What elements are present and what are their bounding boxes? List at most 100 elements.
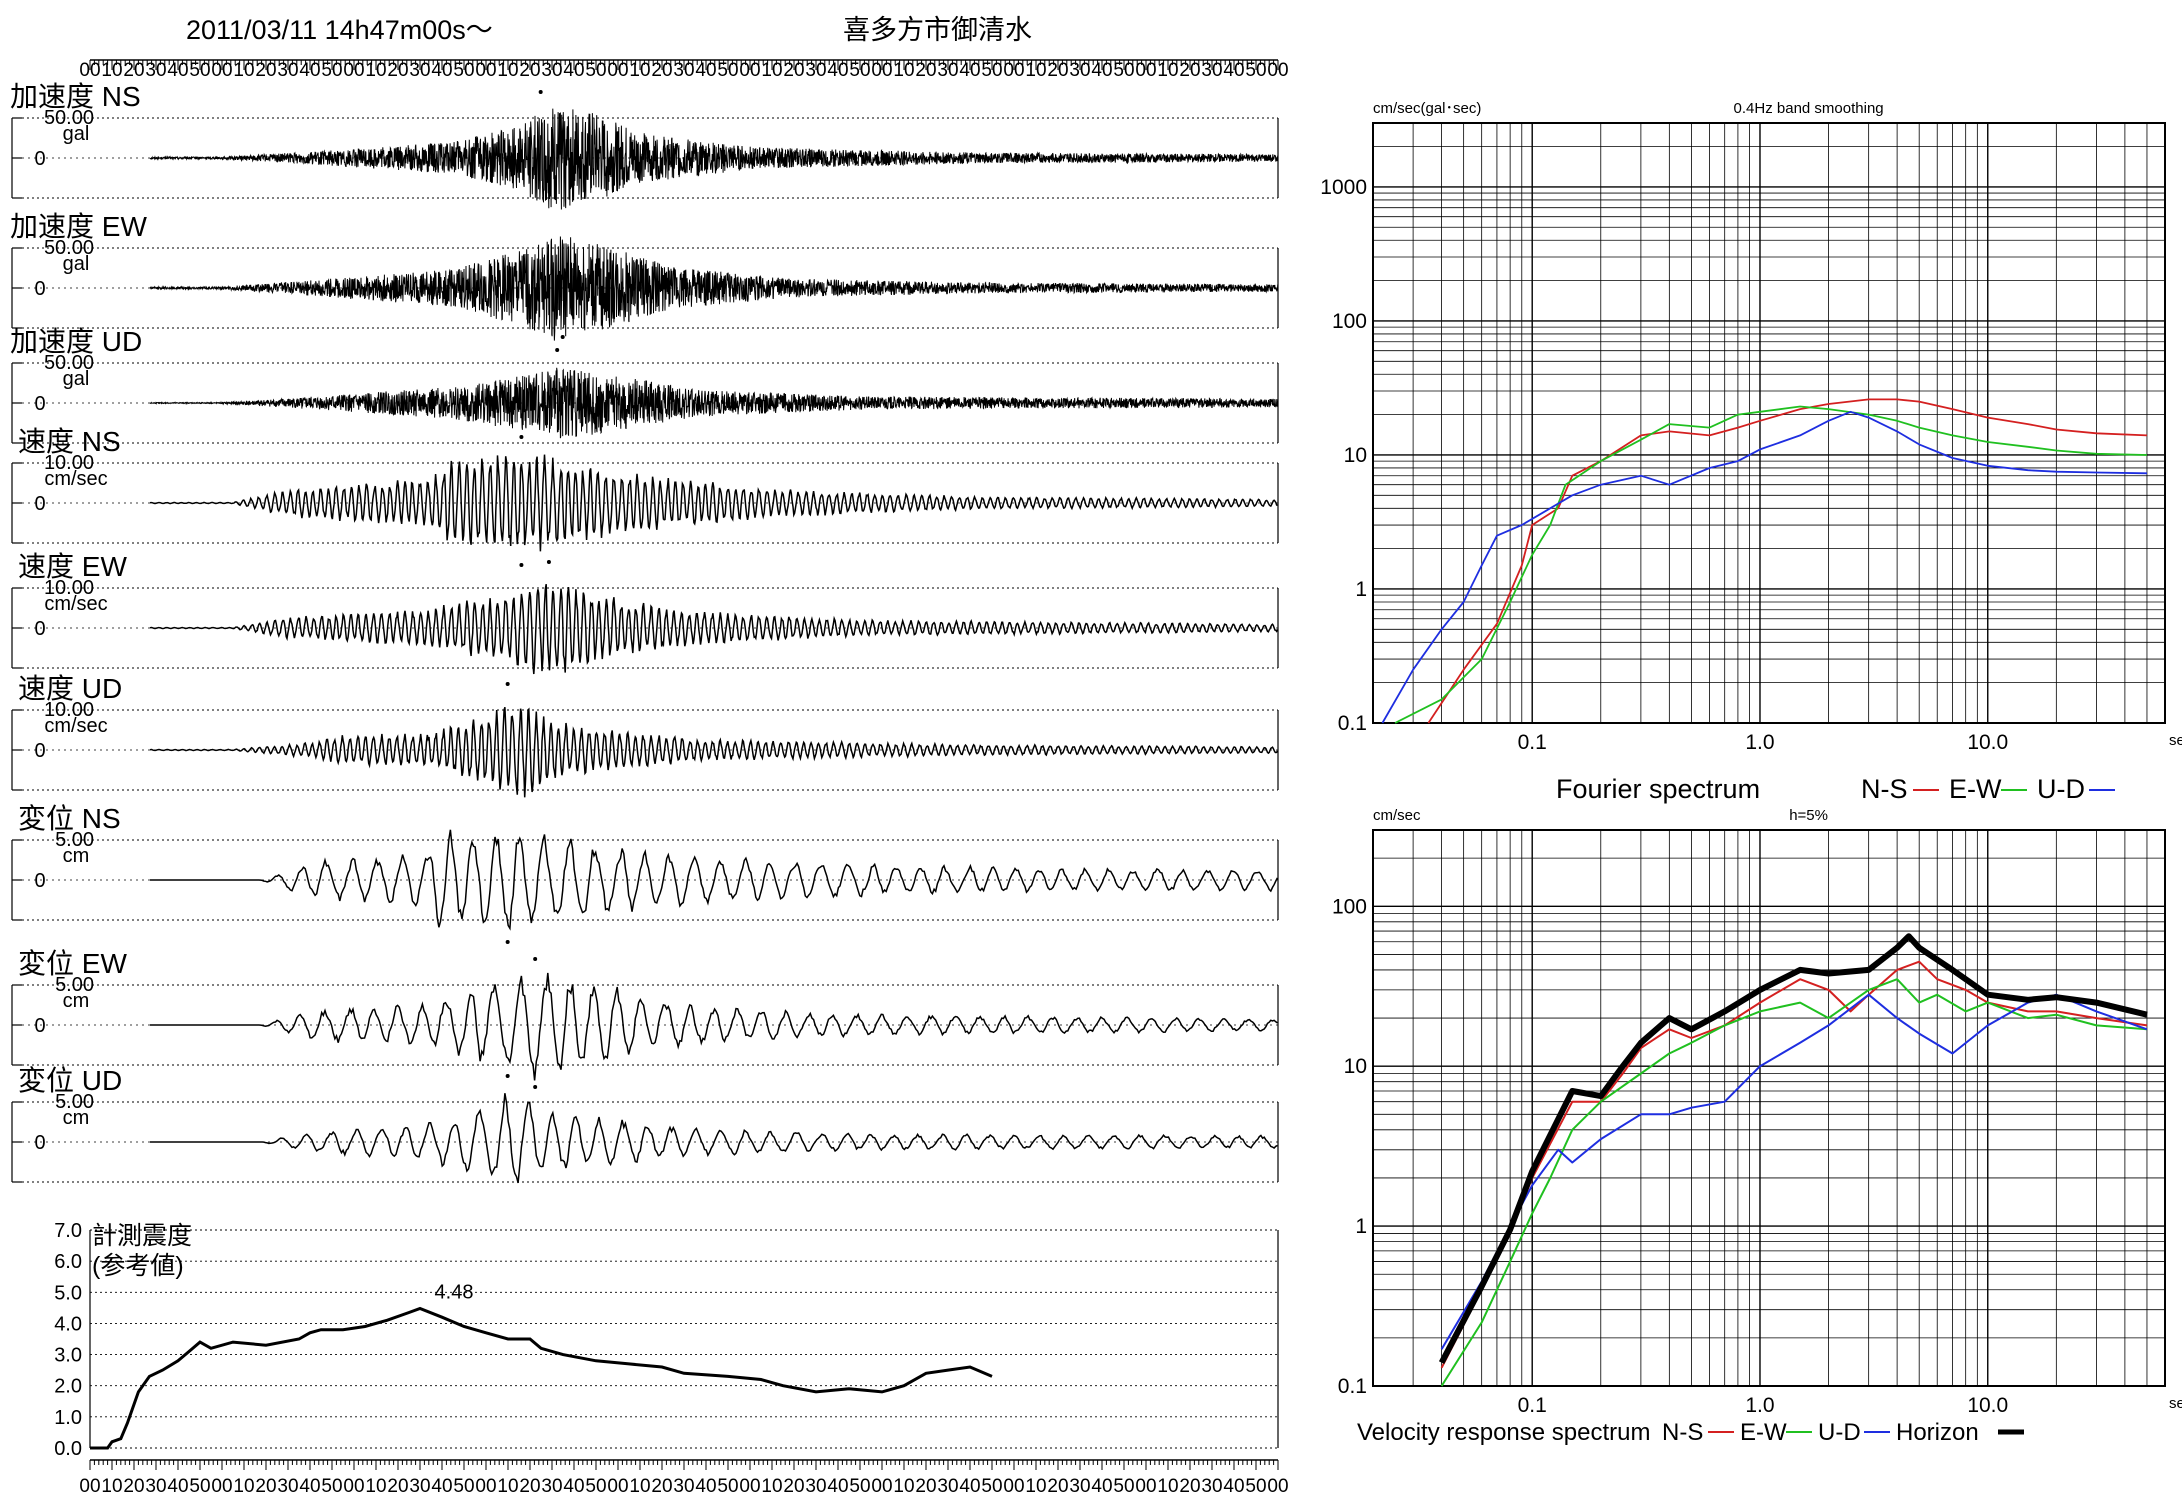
waveform-trace — [149, 583, 1279, 675]
record-datetime: 2011/03/11 14h47m00s〜 — [186, 15, 493, 45]
peak-marker — [560, 335, 565, 339]
fourier-spectrum-chart: 0.1 1.0 10.0 0.1 1 10 100 1000 sec cm/sec(gal･sec… — [1320, 100, 2182, 754]
velocity-legend: Velocity response spectrum N-S E-W U-D Horiz… — [1357, 1419, 2024, 1446]
waveform-label: 速度 EW — [18, 551, 127, 582]
scale-value: 50.00 — [44, 107, 94, 129]
series-line-ns — [1427, 398, 2148, 724]
bottom-time-axis-label: 50 — [981, 1476, 1002, 1497]
bottom-time-axis-label: 10 — [893, 1476, 914, 1497]
top-time-axis-label: 40 — [299, 60, 320, 81]
bottom-time-axis-label: 30 — [145, 1476, 166, 1497]
zero-label: 0 — [34, 1132, 45, 1154]
peak-marker — [533, 957, 538, 961]
top-time-axis-label: 20 — [1047, 60, 1068, 81]
waveform-trace — [149, 108, 1279, 210]
y-axis-unit: cm/sec — [1373, 807, 1421, 824]
zero-label: 0 — [34, 618, 45, 640]
bottom-time-axis-label: 30 — [673, 1476, 694, 1497]
bottom-time-axis-label: 30 — [409, 1476, 430, 1497]
bottom-time-axis-label: 40 — [1091, 1476, 1112, 1497]
scale-value: 5.00 — [55, 829, 94, 851]
y-tick-label: 1000 — [1320, 176, 1367, 199]
top-time-axis-label: 50 — [1113, 60, 1134, 81]
x-tick-label: 0.1 — [1518, 1394, 1547, 1417]
top-time-axis-label: 30 — [937, 60, 958, 81]
top-time-axis-label: 30 — [805, 60, 826, 81]
bottom-time-axis-label: 00 — [211, 1476, 232, 1497]
bottom-time-axis-label: 20 — [783, 1476, 804, 1497]
series-line-ew — [1394, 405, 2148, 724]
top-time-axis-label: 50 — [453, 60, 474, 81]
y-tick-label: 0.1 — [1338, 1375, 1367, 1398]
series-line-ud — [1381, 410, 2148, 724]
top-time-axis-label: 50 — [717, 60, 738, 81]
waveform-label: 加速度 EW — [10, 211, 147, 242]
bottom-time-axis-label: 20 — [123, 1476, 144, 1497]
peak-marker — [505, 682, 510, 686]
peak-marker — [555, 348, 560, 352]
bottom-time-axis-label: 00 — [607, 1476, 628, 1497]
top-time-axis-label: 30 — [145, 60, 166, 81]
scale-unit: cm/sec — [44, 715, 107, 737]
top-time-axis-label: 30 — [673, 60, 694, 81]
bottom-time-axis-label: 40 — [299, 1476, 320, 1497]
zero-label: 0 — [34, 870, 45, 892]
legend-title: Velocity response spectrum — [1357, 1419, 1650, 1446]
top-time-axis-label: 20 — [123, 60, 144, 81]
intensity-tick-label: 2.0 — [54, 1376, 82, 1398]
y-axis-unit: cm/sec(gal･sec) — [1373, 100, 1481, 117]
scale-unit: cm/sec — [44, 593, 107, 615]
chart-frame — [1372, 829, 2166, 1387]
bottom-time-axis-label: 00 — [1267, 1476, 1288, 1497]
bottom-time-axis-label: 50 — [321, 1476, 342, 1497]
bottom-time-axis-label: 30 — [277, 1476, 298, 1497]
bottom-time-axis-label: 00 — [79, 1476, 100, 1497]
bottom-time-axis-label: 00 — [1003, 1476, 1024, 1497]
x-tick-label: 10.0 — [1967, 731, 2008, 754]
top-time-axis-label: 10 — [497, 60, 518, 81]
bottom-time-axis-label: 20 — [1179, 1476, 1200, 1497]
top-time-axis-label: 20 — [783, 60, 804, 81]
top-time-axis-label: 20 — [255, 60, 276, 81]
intensity-line — [90, 1306, 993, 1450]
series-line-horizon — [1438, 933, 2148, 1364]
chart-frame — [1372, 122, 2166, 724]
bottom-time-axis-label: 10 — [1157, 1476, 1178, 1497]
intensity-tick-label: 7.0 — [54, 1220, 82, 1242]
scale-unit: gal — [63, 368, 90, 390]
waveform-trace — [149, 454, 1278, 552]
top-time-axis-label: 00 — [871, 60, 892, 81]
y-tick-label: 1 — [1355, 1215, 1367, 1238]
top-time-axis-label: 10 — [761, 60, 782, 81]
top-time-axis-label: 50 — [1245, 60, 1266, 81]
top-time-axis-label: 10 — [1157, 60, 1178, 81]
x-axis-unit: sec — [2169, 732, 2182, 749]
y-tick-label: 1 — [1355, 578, 1367, 601]
scale-unit: cm — [63, 1107, 90, 1129]
top-time-axis-label: 40 — [167, 60, 188, 81]
x-tick-label: 10.0 — [1967, 1394, 2008, 1417]
zero-label: 0 — [34, 148, 45, 170]
top-time-axis-label: 40 — [1091, 60, 1112, 81]
top-time-axis-label: 10 — [233, 60, 254, 81]
bottom-time-axis-label: 10 — [365, 1476, 386, 1497]
bottom-time-axis-label: 10 — [233, 1476, 254, 1497]
top-time-axis-label: 50 — [849, 60, 870, 81]
peak-marker — [519, 563, 524, 567]
bottom-time-axis-label: 10 — [761, 1476, 782, 1497]
waveform-label: 加速度 UD — [10, 326, 142, 357]
peak-marker — [519, 435, 524, 439]
bottom-time-axis-label: 10 — [497, 1476, 518, 1497]
scale-unit: cm — [63, 990, 90, 1012]
top-time-axis-label: 00 — [475, 60, 496, 81]
peak-marker — [538, 90, 543, 94]
peak-marker — [505, 940, 510, 944]
legend-entry: E-W — [1949, 774, 2002, 804]
waveform-trace — [150, 972, 1278, 1081]
intensity-subtitle: (参考値) — [92, 1252, 184, 1280]
